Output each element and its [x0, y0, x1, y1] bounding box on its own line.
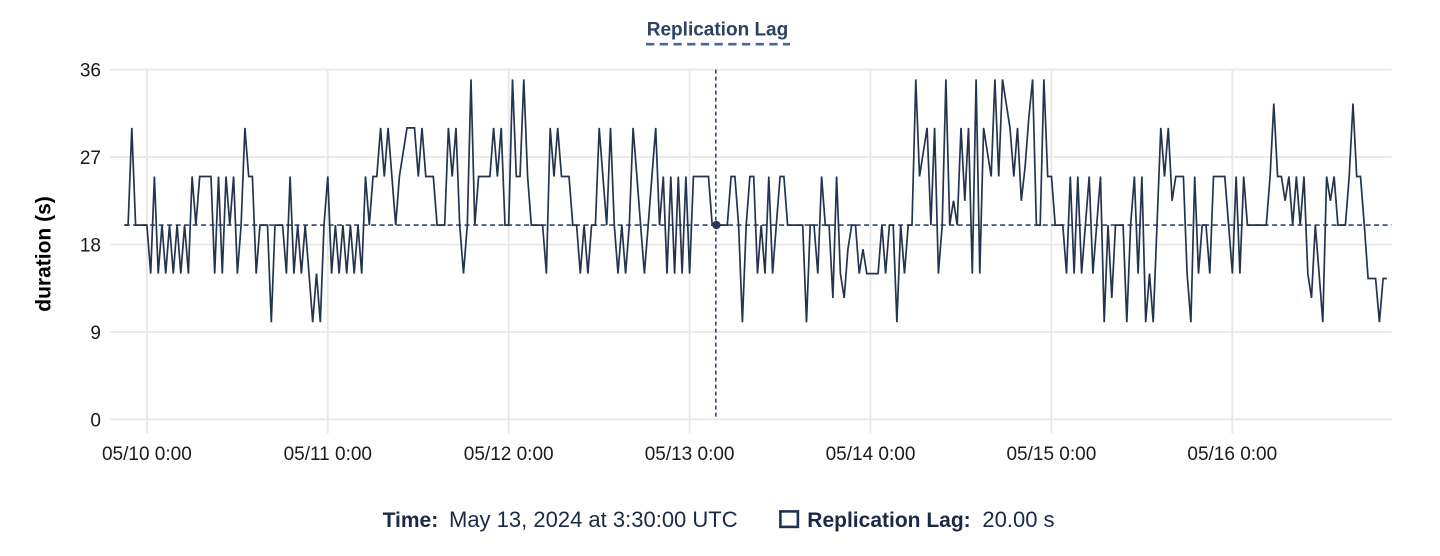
svg-text:20.00 s: 20.00 s	[982, 507, 1054, 532]
svg-text:05/14 0:00: 05/14 0:00	[826, 444, 916, 465]
svg-text:05/16 0:00: 05/16 0:00	[1187, 444, 1277, 465]
svg-text:Replication Lag: Replication Lag	[647, 20, 788, 41]
svg-text:36: 36	[80, 61, 101, 82]
svg-text:05/13 0:00: 05/13 0:00	[645, 444, 735, 465]
svg-text:05/10 0:00: 05/10 0:00	[102, 444, 192, 465]
svg-text:05/15 0:00: 05/15 0:00	[1006, 444, 1096, 465]
svg-text:05/12 0:00: 05/12 0:00	[464, 444, 554, 465]
svg-text:18: 18	[80, 236, 101, 257]
svg-text:9: 9	[90, 323, 101, 344]
svg-text:Replication Lag:: Replication Lag:	[807, 509, 970, 532]
svg-text:27: 27	[80, 148, 101, 169]
svg-text:0: 0	[90, 410, 101, 431]
svg-text:05/11 0:00: 05/11 0:00	[284, 444, 372, 465]
svg-text:Time:: Time:	[383, 509, 439, 532]
svg-text:May 13, 2024 at 3:30:00 UTC: May 13, 2024 at 3:30:00 UTC	[449, 507, 738, 532]
svg-text:duration (s): duration (s)	[33, 196, 56, 312]
